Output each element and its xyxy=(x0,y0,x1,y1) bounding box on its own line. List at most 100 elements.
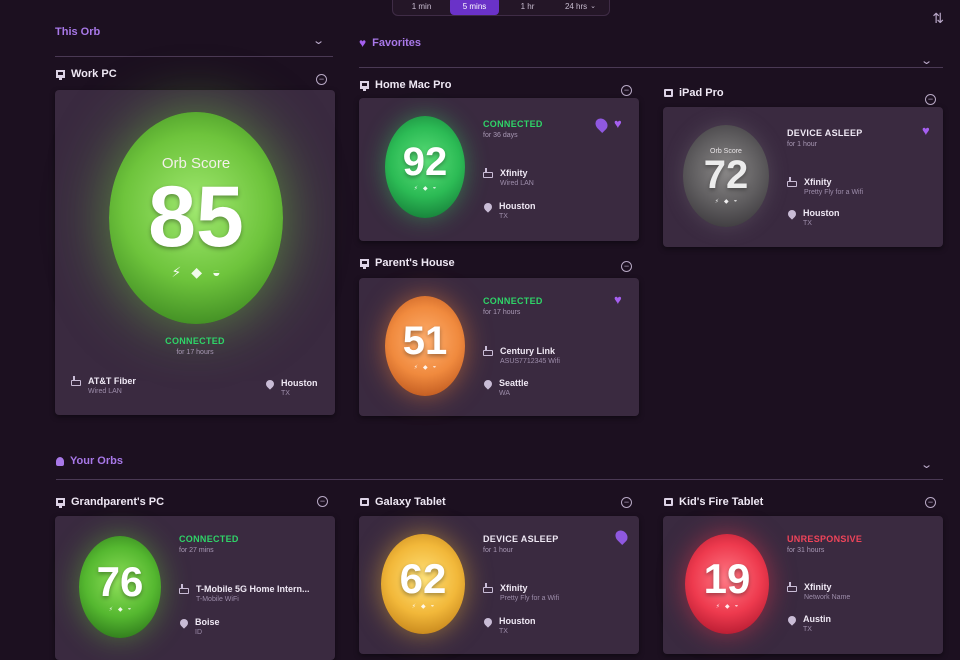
remove-icon[interactable]: − xyxy=(621,497,632,508)
section-your-orbs-title: Your Orbs xyxy=(70,455,123,467)
time-range-1hr[interactable]: 1 hr xyxy=(520,1,535,11)
status-badge: CONNECTED xyxy=(483,296,543,306)
orb-card-parents-house[interactable]: 51 ⚡ ◆ ◒ CONNECTED for 17 hours ♥ Century … xyxy=(359,278,639,416)
orb-card-home-mac-pro[interactable]: 92 ⚡ ◆ ◒ CONNECTED for 36 days ♥ Xfinity Wi… xyxy=(359,98,639,241)
connection-type: Network Name xyxy=(804,594,851,601)
chevron-down-icon[interactable]: ⌄ xyxy=(920,55,934,67)
router-icon xyxy=(71,376,81,386)
device-header-ipad-pro: iPad Pro xyxy=(664,87,724,99)
gauge-icon: ◒ xyxy=(734,603,739,609)
orb-score-value: 76 xyxy=(96,558,144,605)
isp-name: Xfinity xyxy=(804,177,832,187)
speed-icon: ⚡ xyxy=(715,604,720,610)
device-name: Galaxy Tablet xyxy=(375,496,446,508)
speed-icon: ⚡ xyxy=(413,365,418,371)
remove-icon[interactable]: − xyxy=(316,74,327,85)
location-city: Boise xyxy=(195,617,220,627)
monitor-icon xyxy=(360,81,369,91)
remove-icon[interactable]: − xyxy=(925,94,936,105)
device-header-work-pc: Work PC xyxy=(56,68,117,80)
orb-card-kids-fire-tablet[interactable]: 19 ⚡ ◆ ◒ UNRESPONSIVE for 31 hours Xfinity… xyxy=(663,516,943,654)
status-badge: DEVICE ASLEEP xyxy=(483,534,559,544)
device-name: Home Mac Pro xyxy=(375,79,452,91)
orb-metric-icons: ⚡ ◆ ◒ xyxy=(716,603,738,610)
connection-type: Wired LAN xyxy=(500,180,534,187)
monitor-icon xyxy=(56,70,65,80)
user-icon xyxy=(56,456,64,466)
orb-score-value: 51 xyxy=(402,319,448,363)
time-range-5mins[interactable]: 5 mins xyxy=(450,0,499,15)
isp-info: Xfinity Pretty Fly for a Wifi xyxy=(787,177,863,196)
section-favorites-title: Favorites xyxy=(372,37,422,49)
remove-icon[interactable]: − xyxy=(621,85,632,96)
remove-icon[interactable]: − xyxy=(925,497,936,508)
alert-pin-icon[interactable] xyxy=(593,116,610,133)
orb-card-galaxy-tablet[interactable]: 62 ⚡ ◆ ◒ DEVICE ASLEEP for 1 hour Xfinity P… xyxy=(359,516,639,654)
orb-score-value: 19 xyxy=(703,555,751,602)
time-range-24hrs-label: 24 hrs xyxy=(564,1,588,11)
orb-card-grandparents-pc[interactable]: 76 ⚡ ◆ ◒ CONNECTED for 27 mins T-Mobile 5G… xyxy=(55,516,335,660)
orb-metric-icons: ⚡ ◆ ◒ xyxy=(715,198,737,205)
status-duration: for 17 hours xyxy=(176,349,214,356)
location-pin-icon xyxy=(786,208,798,220)
device-header-grandparents-pc: Grandparent's PC xyxy=(56,496,164,508)
orb-score-value: 85 xyxy=(148,169,244,265)
device-name: Parent's House xyxy=(375,257,455,269)
time-range-selector[interactable]: 1 min 5 mins 1 hr 24 hrs ⌄ xyxy=(392,0,610,16)
location-region: WA xyxy=(499,390,511,397)
connection-type: Pretty Fly for a Wifi xyxy=(500,595,560,602)
connection-type: Wired LAN xyxy=(88,388,122,395)
favorite-heart-icon[interactable]: ♥ xyxy=(614,116,622,131)
router-icon xyxy=(787,177,797,187)
chevron-down-icon[interactable]: ⌄ xyxy=(312,35,326,47)
chevron-down-icon[interactable]: ⌄ xyxy=(920,459,934,471)
time-range-1min[interactable]: 1 min xyxy=(411,1,432,11)
location-region: TX xyxy=(499,213,508,220)
time-range-24hrs[interactable]: 24 hrs ⌄ xyxy=(556,0,605,15)
speed-icon: ⚡ xyxy=(108,607,113,613)
connection-type: ASUS7712345 Wifi xyxy=(500,358,560,365)
diamond-icon: ◆ xyxy=(191,264,203,280)
remove-icon[interactable]: − xyxy=(317,496,328,507)
gauge-icon: ◒ xyxy=(430,603,435,609)
status-duration: for 36 days xyxy=(483,132,518,139)
gauge-icon: ◒ xyxy=(432,185,437,191)
router-icon xyxy=(179,584,189,594)
location-city: Houston xyxy=(499,616,536,626)
favorite-heart-icon[interactable]: ♥ xyxy=(614,292,622,307)
isp-name: AT&T Fiber xyxy=(88,376,136,386)
alert-pin-icon[interactable] xyxy=(613,528,630,545)
section-favorites: ♥ Favorites xyxy=(359,37,421,49)
orb-card-ipad-pro[interactable]: Orb Score 72 ⚡ ◆ ◒ DEVICE ASLEEP for 1 hou… xyxy=(663,107,943,247)
favorite-heart-icon[interactable]: ♥ xyxy=(922,123,930,138)
heart-icon: ♥ xyxy=(359,36,367,50)
status-duration: for 1 hour xyxy=(483,547,513,554)
isp-name: T-Mobile 5G Home Intern... xyxy=(196,584,310,594)
swap-icon[interactable]: ⇅ xyxy=(932,10,944,26)
orb-score-ring: 19 ⚡ ◆ ◒ xyxy=(685,534,769,634)
device-name: Grandparent's PC xyxy=(71,496,165,508)
status-duration: for 27 mins xyxy=(179,547,214,554)
status-duration: for 17 hours xyxy=(483,309,521,316)
remove-icon[interactable]: − xyxy=(621,261,632,272)
location-pin-icon xyxy=(264,378,276,390)
connection-type: T-Mobile WiFi xyxy=(196,596,239,603)
status-badge: CONNECTED xyxy=(483,119,543,129)
orb-card-work-pc[interactable]: Orb Score 85 ⚡ ◆ ◒ CONNECTED for 17 hour… xyxy=(55,90,335,415)
orb-score-value: 72 xyxy=(703,152,749,197)
section-divider xyxy=(55,56,333,57)
isp-info: Xfinity Pretty Fly for a Wifi xyxy=(483,583,559,602)
status-badge: DEVICE ASLEEP xyxy=(787,128,863,138)
location-info: Boise ID xyxy=(178,617,220,636)
location-info: Houston TX xyxy=(786,208,840,227)
orb-score-ring: 62 ⚡ ◆ ◒ xyxy=(381,534,465,634)
location-region: TX xyxy=(281,390,290,397)
location-pin-icon xyxy=(482,378,494,390)
device-header-kids-fire-tablet: Kid's Fire Tablet xyxy=(664,496,763,508)
chevron-down-icon: ⌄ xyxy=(590,3,597,10)
location-city: Houston xyxy=(803,208,840,218)
diamond-icon: ◆ xyxy=(723,198,729,205)
orb-score-ring: 76 ⚡ ◆ ◒ xyxy=(79,536,161,638)
orb-score-value: 92 xyxy=(402,140,448,184)
location-city: Houston xyxy=(281,378,318,388)
